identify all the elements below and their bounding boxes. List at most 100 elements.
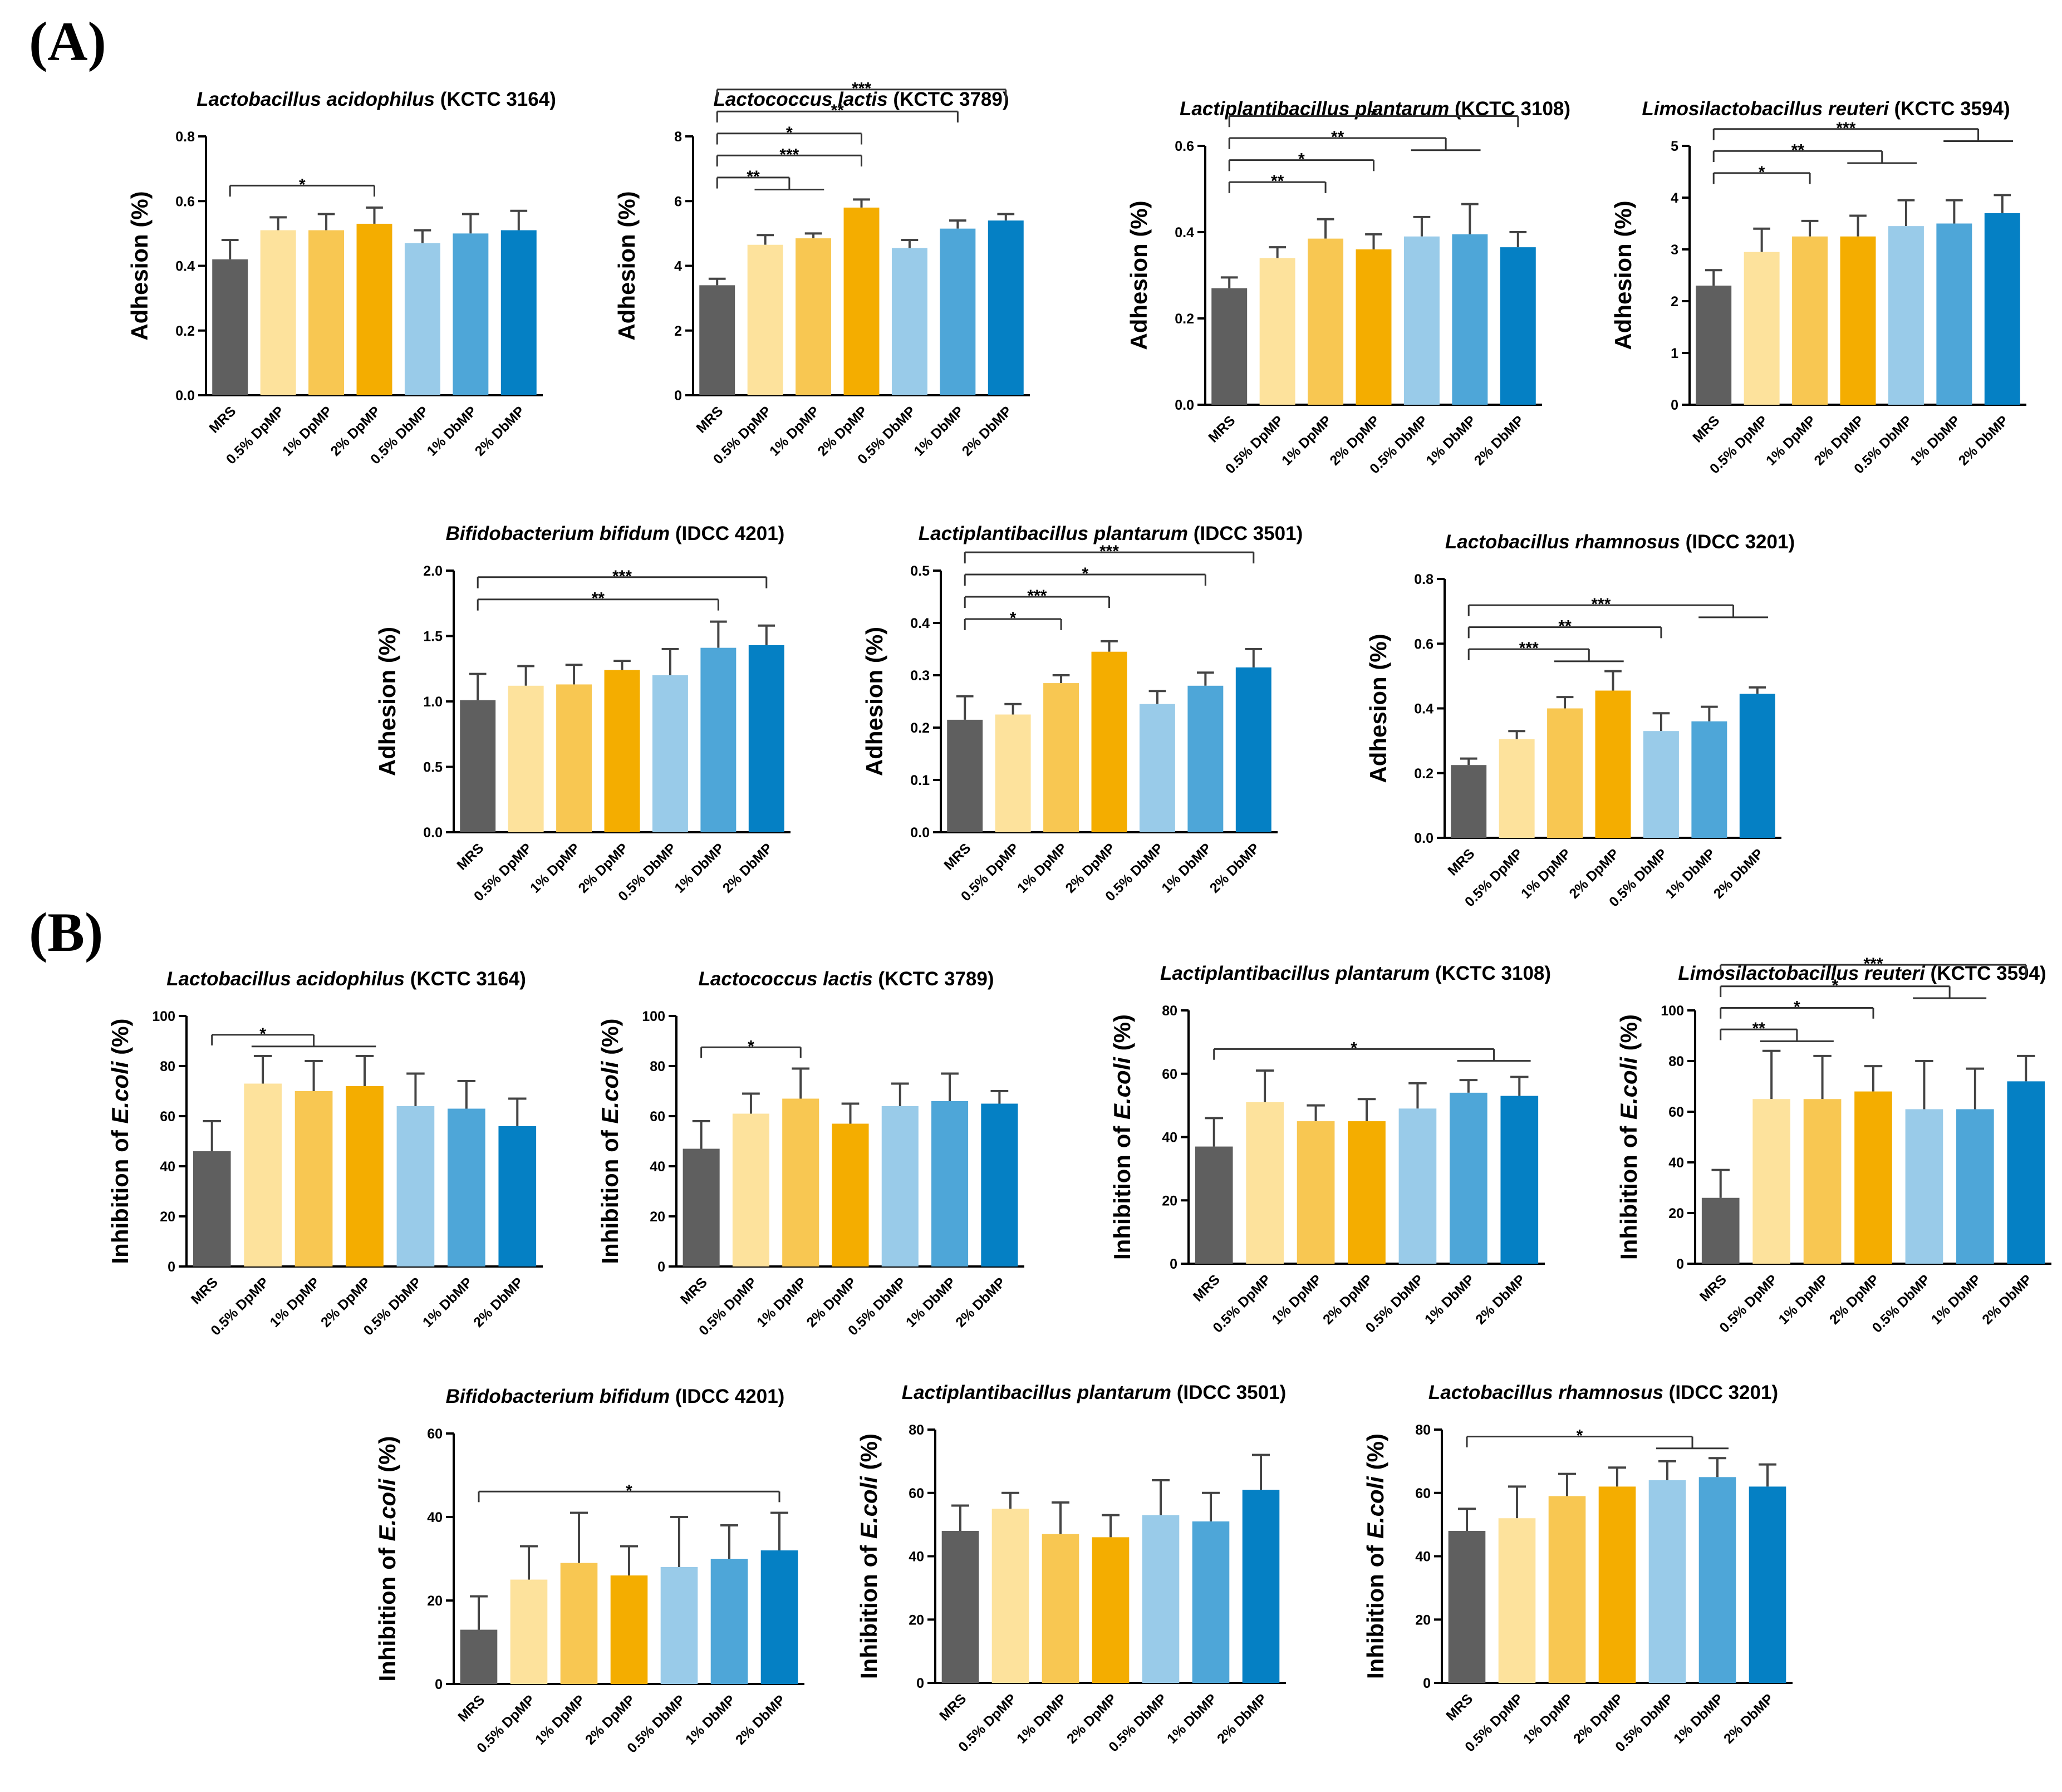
bar-2-dbmp (500, 230, 537, 395)
y-tick-label: 60 (1162, 1067, 1177, 1082)
x-category-label: MRS (1690, 413, 1722, 445)
x-category-label: MRS (206, 403, 239, 436)
chart-title-species: Lactococcus lactis (698, 968, 872, 990)
y-tick-label: 0.2 (1414, 766, 1433, 782)
x-category-label: MRS (693, 403, 726, 436)
y-tick-label: 0.0 (175, 388, 195, 404)
bar-0-5-dpmp (991, 1509, 1029, 1683)
chart-title: Bifidobacterium bifidum (IDCC 4201) (446, 1386, 785, 1407)
y-axis-label: Inhibition of E.coli (%) (1109, 1014, 1135, 1260)
chart-title-species: Lactiplantibacillus plantarum (919, 523, 1188, 544)
significance-label: * (1298, 150, 1305, 169)
y-axis-label: Adhesion (%) (1365, 634, 1391, 783)
bar-1-dpmp (782, 1098, 819, 1266)
bar-0-5-dpmp (1499, 739, 1535, 838)
chart-title: Lactobacillus rhamnosus (IDCC 3201) (1445, 531, 1795, 553)
significance-label: *** (1836, 119, 1855, 138)
x-category-label: 1% DpMP (1518, 846, 1574, 901)
significance-label: *** (779, 145, 799, 164)
chart-title-strain: (KCTC 3594) (1889, 98, 2010, 120)
bar-0-5-dbmp (1648, 1480, 1686, 1683)
bar-1-dpmp (1297, 1121, 1335, 1264)
y-tick-label: 8 (674, 129, 682, 145)
y-tick-label: 0.4 (910, 616, 930, 631)
bar-0-5-dbmp (881, 1106, 919, 1266)
x-category-label: MRS (455, 1692, 488, 1725)
y-tick-label: 0 (1671, 397, 1678, 413)
bar-2-dpmp (1092, 1537, 1130, 1683)
bar-2-dpmp (1595, 690, 1631, 838)
y-tick-label: 3 (1671, 242, 1678, 258)
y-tick-label: 20 (427, 1593, 443, 1609)
chart-a6: Lactiplantibacillus plantarum (IDCC 3501… (861, 523, 1303, 905)
y-axis-label: Inhibition of E.coli (%) (1362, 1433, 1388, 1679)
x-category-label: 2% DbMP (1214, 1691, 1270, 1746)
significance-label: ** (592, 590, 605, 608)
y-tick-label: 0.4 (175, 259, 195, 274)
bar-1-dpmp (560, 1563, 598, 1684)
bar-0-5-dpmp (1259, 258, 1295, 405)
y-tick-label: 0 (657, 1259, 665, 1275)
x-category-label: 2% DbMP (1471, 413, 1527, 468)
chart-title-strain: (IDCC 3201) (1680, 531, 1795, 553)
y-axis-label: Adhesion (%) (1610, 200, 1636, 350)
significance-label: * (748, 1037, 754, 1055)
chart-title-strain: (IDCC 3201) (1663, 1382, 1778, 1403)
y-tick-label: 0.6 (1175, 139, 1194, 154)
y-tick-label: 0.5 (423, 760, 443, 775)
y-tick-label: 20 (1668, 1206, 1684, 1221)
bar-1-dbmp (1450, 1092, 1487, 1264)
bar-1-dpmp (1548, 1496, 1586, 1683)
x-category-label: 1% DbMP (420, 1274, 475, 1330)
x-category-label: 1% DbMP (424, 403, 479, 459)
x-category-label: 1% DpMP (1520, 1691, 1576, 1746)
bar-2-dpmp (1356, 249, 1392, 405)
x-category-label: 2% DbMP (959, 403, 1015, 459)
bar-mrs (460, 1629, 498, 1684)
x-category-label: 1% DpMP (527, 840, 583, 896)
significance-label: *** (1099, 542, 1119, 561)
x-category-label: 1% DbMP (911, 403, 966, 459)
bar-1-dbmp (710, 1559, 748, 1684)
bar-1-dbmp (1936, 223, 1972, 405)
bar-2-dpmp (1091, 651, 1127, 832)
significance-label: *** (1863, 955, 1883, 973)
chart-a4: Limosilactobacillus reuteri (KCTC 3594) A… (1610, 98, 2026, 477)
x-category-label: 2% DbMP (1207, 840, 1263, 896)
x-category-label: 1% DpMP (767, 403, 822, 459)
y-tick-label: 0.2 (175, 323, 195, 339)
y-tick-label: 100 (1661, 1003, 1684, 1019)
y-axis-label: Adhesion (%) (613, 191, 640, 340)
bar-1-dpmp (1547, 708, 1583, 838)
y-tick-label: 0.2 (910, 720, 930, 736)
bar-0-5-dbmp (1643, 731, 1679, 838)
bar-1-dbmp (940, 228, 976, 395)
bar-mrs (1451, 765, 1487, 838)
bar-1-dpmp (796, 238, 832, 395)
charts-group: Lactobacillus acidophilus (KCTC 3164) Adh… (107, 80, 2051, 1756)
chart-title-strain: (KCTC 3108) (1430, 963, 1551, 984)
significance-label: * (1351, 1039, 1357, 1057)
chart-b2: Lactococcus lactis (KCTC 3789) Inhibition… (597, 968, 1024, 1339)
chart-title-species: Lactiplantibacillus plantarum (1160, 963, 1430, 984)
y-tick-label: 80 (1162, 1003, 1177, 1019)
chart-title: Lactococcus lactis (KCTC 3789) (698, 968, 994, 990)
x-category-label: MRS (1190, 1271, 1223, 1304)
bar-2-dpmp (1840, 236, 1876, 405)
y-tick-label: 1.0 (423, 694, 443, 710)
bar-mrs (460, 700, 496, 832)
significance-label: * (626, 1481, 632, 1500)
chart-title-strain: (KCTC 3594) (1925, 963, 2046, 984)
significance-label: * (1010, 609, 1017, 627)
bar-2-dbmp (1739, 694, 1775, 838)
bar-2-dpmp (356, 223, 392, 395)
y-tick-label: 40 (650, 1159, 665, 1175)
bar-0-5-dbmp (1905, 1109, 1943, 1264)
y-tick-label: 100 (642, 1009, 665, 1024)
bar-0-5-dpmp (260, 230, 296, 395)
significance-label: ** (831, 101, 845, 120)
significance-label: * (1371, 106, 1377, 125)
bar-0-5-dpmp (1498, 1518, 1536, 1683)
chart-title-species: Lactococcus lactis (713, 89, 887, 110)
chart-title-strain: (IDCC 4201) (670, 523, 784, 544)
